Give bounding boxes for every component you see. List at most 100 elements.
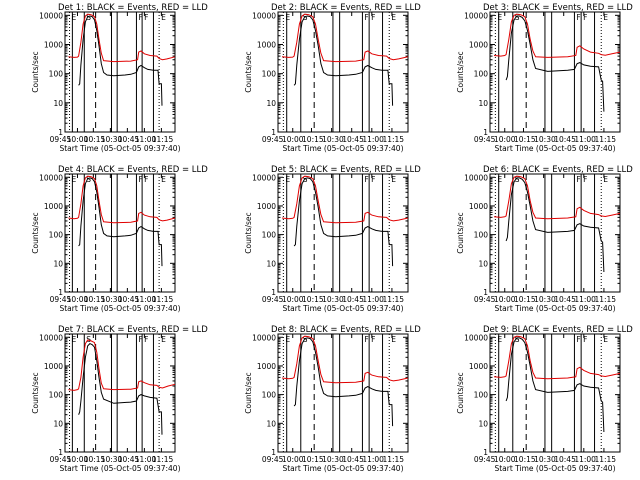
time-marker-label: F xyxy=(138,13,142,22)
time-marker-label: F xyxy=(364,335,368,344)
y-axis-label: Counts/sec xyxy=(456,51,465,92)
y-tick-label: 1 xyxy=(271,448,276,457)
plot-frame xyxy=(64,11,176,133)
events-series-line xyxy=(505,15,605,112)
y-tick-label: 10 xyxy=(478,259,488,268)
plot-frame xyxy=(277,333,409,453)
y-axis-label: Counts/sec xyxy=(244,51,253,92)
y-tick-label: 100 xyxy=(474,391,489,400)
x-tick-label: 09:45 xyxy=(50,295,72,304)
time-marker-label: F xyxy=(576,335,580,344)
x-tick-label: 10:45 xyxy=(342,135,364,144)
y-tick-label: 1000 xyxy=(257,202,276,211)
x-tick-label: 10:00 xyxy=(67,455,89,464)
y-tick-label: 100 xyxy=(262,391,277,400)
events-series-line xyxy=(78,15,163,106)
time-marker-label: F xyxy=(583,335,587,344)
time-marker-label: S xyxy=(515,13,520,22)
y-tick-label: 10 xyxy=(266,99,276,108)
y-axis-label: Counts/sec xyxy=(456,372,465,413)
panel-det-6: Det 6: BLACK = Events, RED = LLD 1 10 100 10… xyxy=(456,165,633,313)
events-series-line xyxy=(78,342,163,435)
time-marker-label: E xyxy=(285,335,290,344)
time-marker-label: E xyxy=(497,175,502,184)
panel-det-4: Det 4: BLACK = Events, RED = LLD 1 10 100 10… xyxy=(31,165,208,313)
y-tick-label: 1 xyxy=(483,448,488,457)
y-tick-label: 100 xyxy=(474,70,489,79)
y-tick-label: 1 xyxy=(58,448,63,457)
x-tick-label: 09:45 xyxy=(262,135,284,144)
y-tick-label: 1 xyxy=(483,128,488,137)
y-tick-label: 1000 xyxy=(44,362,63,371)
x-axis-label: Start Time (05-Oct-05 09:37:40) xyxy=(282,464,403,473)
x-tick-label: 10:15 xyxy=(514,295,536,304)
y-tick-label: 10 xyxy=(266,259,276,268)
time-marker-label: F xyxy=(144,13,148,22)
plot-frame xyxy=(64,173,176,293)
time-marker-label: E xyxy=(391,175,396,184)
x-tick-label: 11:15 xyxy=(594,295,616,304)
x-tick-label: 10:15 xyxy=(302,455,324,464)
x-tick-label: 11:00 xyxy=(362,455,384,464)
x-tick-label: 10:45 xyxy=(342,295,364,304)
x-tick-label: 09:45 xyxy=(262,295,284,304)
x-tick-label: 11:15 xyxy=(594,135,616,144)
time-marker-label: F xyxy=(371,335,375,344)
time-marker-label: E xyxy=(391,335,396,344)
x-tick-label: 10:00 xyxy=(494,295,516,304)
x-tick-label: 11:00 xyxy=(574,135,596,144)
y-tick-label: 10000 xyxy=(39,333,63,342)
time-marker-label: E xyxy=(603,13,608,22)
time-marker-label: E xyxy=(161,335,166,344)
x-tick-label: 11:00 xyxy=(362,295,384,304)
y-tick-label: 1000 xyxy=(257,40,276,49)
time-marker-label: F xyxy=(144,335,148,344)
x-tick-label: 10:30 xyxy=(534,135,556,144)
plot-frame xyxy=(489,173,621,293)
time-marker-label: F xyxy=(576,175,580,184)
events-series-line xyxy=(505,177,605,273)
x-tick-label: 10:00 xyxy=(282,295,304,304)
time-marker-label: S xyxy=(303,13,308,22)
x-tick-label: 10:00 xyxy=(282,135,304,144)
lld-series-line xyxy=(68,339,176,391)
x-axis-label: Start Time (05-Oct-05 09:37:40) xyxy=(282,144,403,153)
x-tick-label: 11:00 xyxy=(135,455,157,464)
time-marker-label: E xyxy=(285,13,290,22)
events-series-line xyxy=(505,337,605,433)
time-marker-label: F xyxy=(371,13,375,22)
x-tick-label: 10:00 xyxy=(494,455,516,464)
lld-series-line xyxy=(281,175,409,224)
time-marker-label: F xyxy=(138,175,142,184)
panel-title: Det 7: BLACK = Events, RED = LLD xyxy=(58,325,208,335)
time-marker-label: F xyxy=(144,175,148,184)
x-tick-label: 10:00 xyxy=(67,135,89,144)
y-tick-label: 100 xyxy=(49,231,64,240)
x-tick-label: 10:00 xyxy=(67,295,89,304)
x-tick-label: 10:45 xyxy=(118,135,140,144)
time-marker-label: S xyxy=(515,175,520,184)
events-series-line xyxy=(78,177,163,267)
panel-det-5: Det 5: BLACK = Events, RED = LLD 1 10 100 10… xyxy=(244,165,421,313)
x-tick-label: 09:45 xyxy=(50,135,72,144)
y-axis-label: Counts/sec xyxy=(31,212,40,253)
x-tick-label: 10:45 xyxy=(342,455,364,464)
panel-title: Det 1: BLACK = Events, RED = LLD xyxy=(58,3,208,13)
x-tick-label: 11:00 xyxy=(574,295,596,304)
time-marker-label: E xyxy=(72,335,77,344)
time-marker-label: E xyxy=(497,13,502,22)
lld-series-line xyxy=(493,335,621,380)
panel-title: Det 3: BLACK = Events, RED = LLD xyxy=(483,3,633,13)
y-axis-label: Counts/sec xyxy=(244,372,253,413)
x-tick-label: 10:15 xyxy=(514,455,536,464)
x-tick-label: 10:15 xyxy=(84,295,106,304)
x-tick-label: 09:45 xyxy=(262,455,284,464)
x-tick-label: 10:30 xyxy=(322,455,344,464)
y-tick-label: 10 xyxy=(53,99,63,108)
x-tick-label: 10:00 xyxy=(282,455,304,464)
panel-title: Det 2: BLACK = Events, RED = LLD xyxy=(271,3,421,13)
y-tick-label: 1000 xyxy=(257,362,276,371)
y-tick-label: 1 xyxy=(271,288,276,297)
panel-det-3: Det 3: BLACK = Events, RED = LLD 1 10 100 10… xyxy=(456,3,633,153)
